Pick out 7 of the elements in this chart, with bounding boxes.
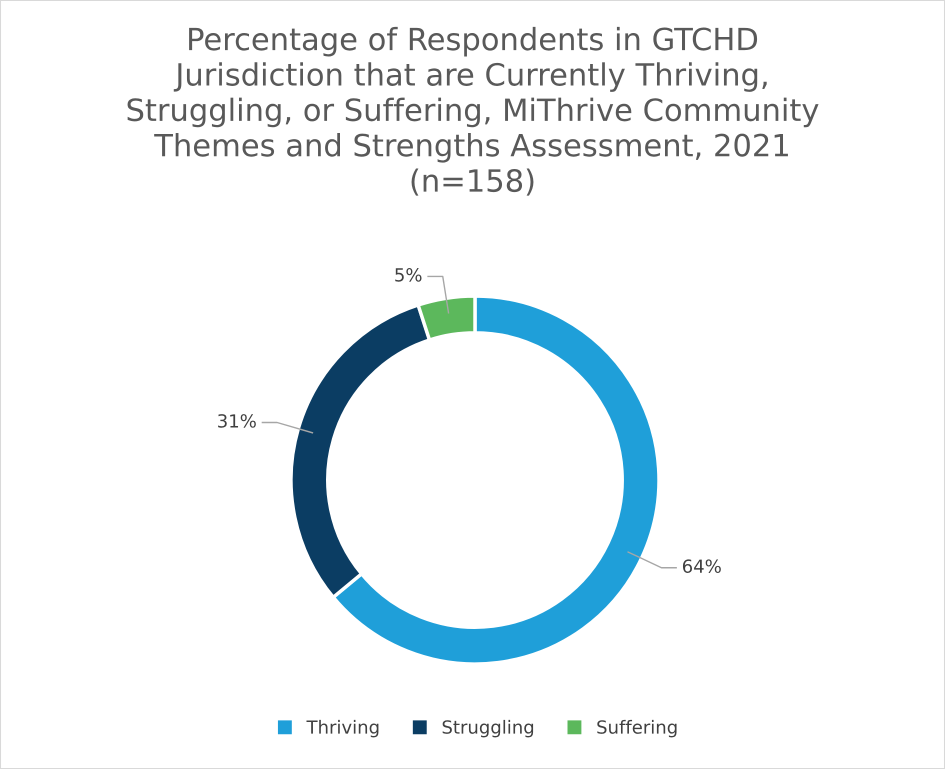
legend-label: Thriving	[306, 720, 378, 738]
data-label: 5%	[395, 268, 422, 282]
legend-label: Suffering	[597, 720, 677, 738]
chart-title: Percentage of Respondents in GTCHD Jurisdiction that are Currently Thriving, Struggling, or Suffering, MiThrive Community Themes and Strengths Assessment, 2021 (n=158)	[128, 26, 819, 196]
legend-label: Struggling	[442, 720, 534, 738]
data-label: 31%	[218, 414, 256, 428]
data-label: 64%	[682, 559, 721, 573]
